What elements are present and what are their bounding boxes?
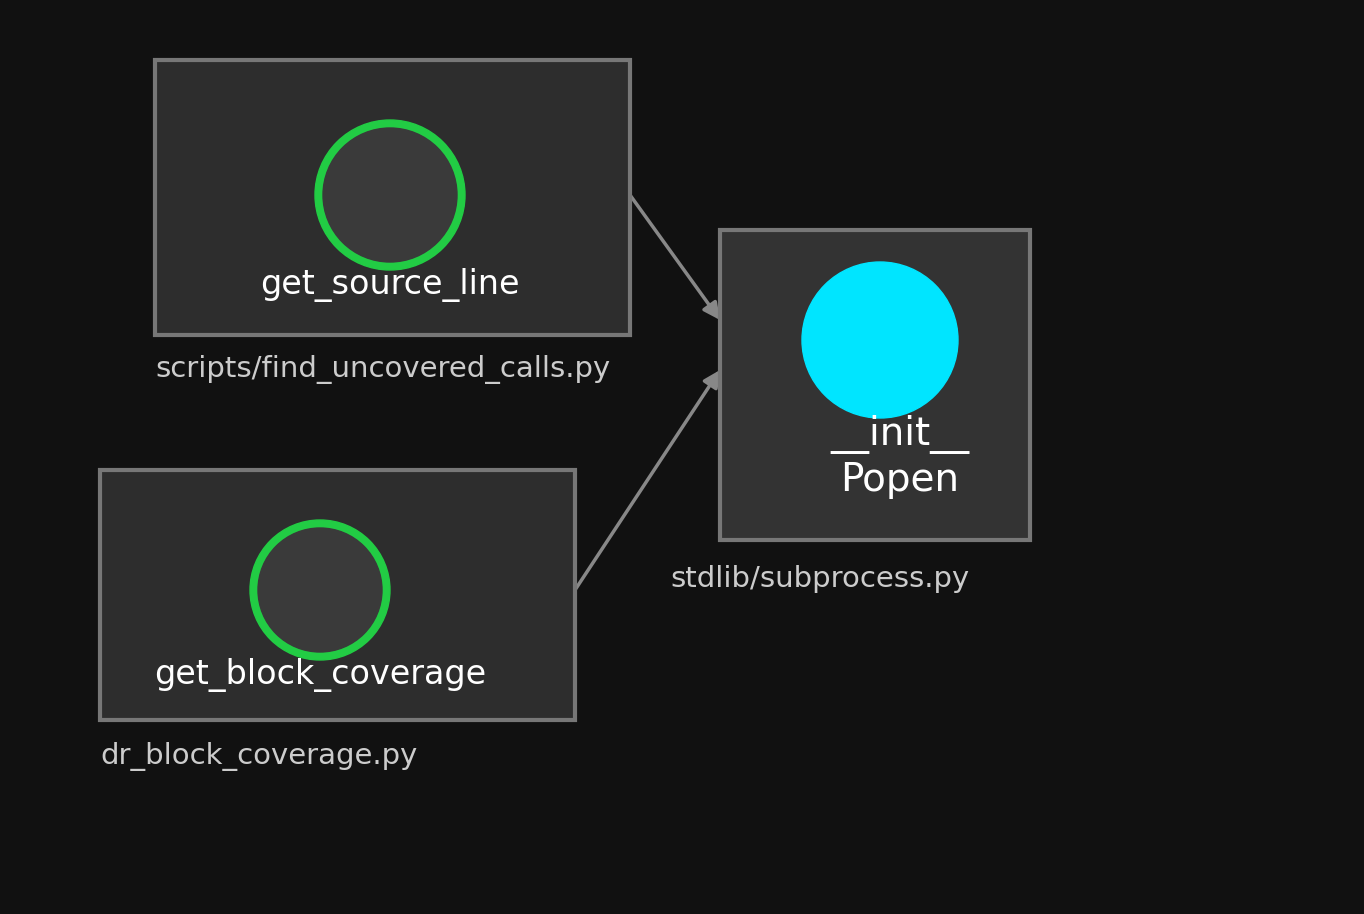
FancyBboxPatch shape xyxy=(720,230,1030,540)
Text: get_block_coverage: get_block_coverage xyxy=(154,658,486,692)
Text: stdlib/subprocess.py: stdlib/subprocess.py xyxy=(670,565,970,593)
Circle shape xyxy=(258,528,382,652)
FancyArrowPatch shape xyxy=(576,373,717,590)
Circle shape xyxy=(250,520,390,660)
Circle shape xyxy=(323,128,457,262)
FancyBboxPatch shape xyxy=(155,60,630,335)
Text: Popen: Popen xyxy=(840,461,959,499)
Text: dr_block_coverage.py: dr_block_coverage.py xyxy=(100,742,417,771)
Circle shape xyxy=(818,278,943,402)
Circle shape xyxy=(802,262,958,418)
Text: __init__: __init__ xyxy=(831,416,970,454)
Text: get_source_line: get_source_line xyxy=(261,268,520,302)
FancyBboxPatch shape xyxy=(100,470,576,720)
Circle shape xyxy=(315,120,465,270)
Text: scripts/find_uncovered_calls.py: scripts/find_uncovered_calls.py xyxy=(155,355,610,384)
FancyArrowPatch shape xyxy=(630,195,717,317)
